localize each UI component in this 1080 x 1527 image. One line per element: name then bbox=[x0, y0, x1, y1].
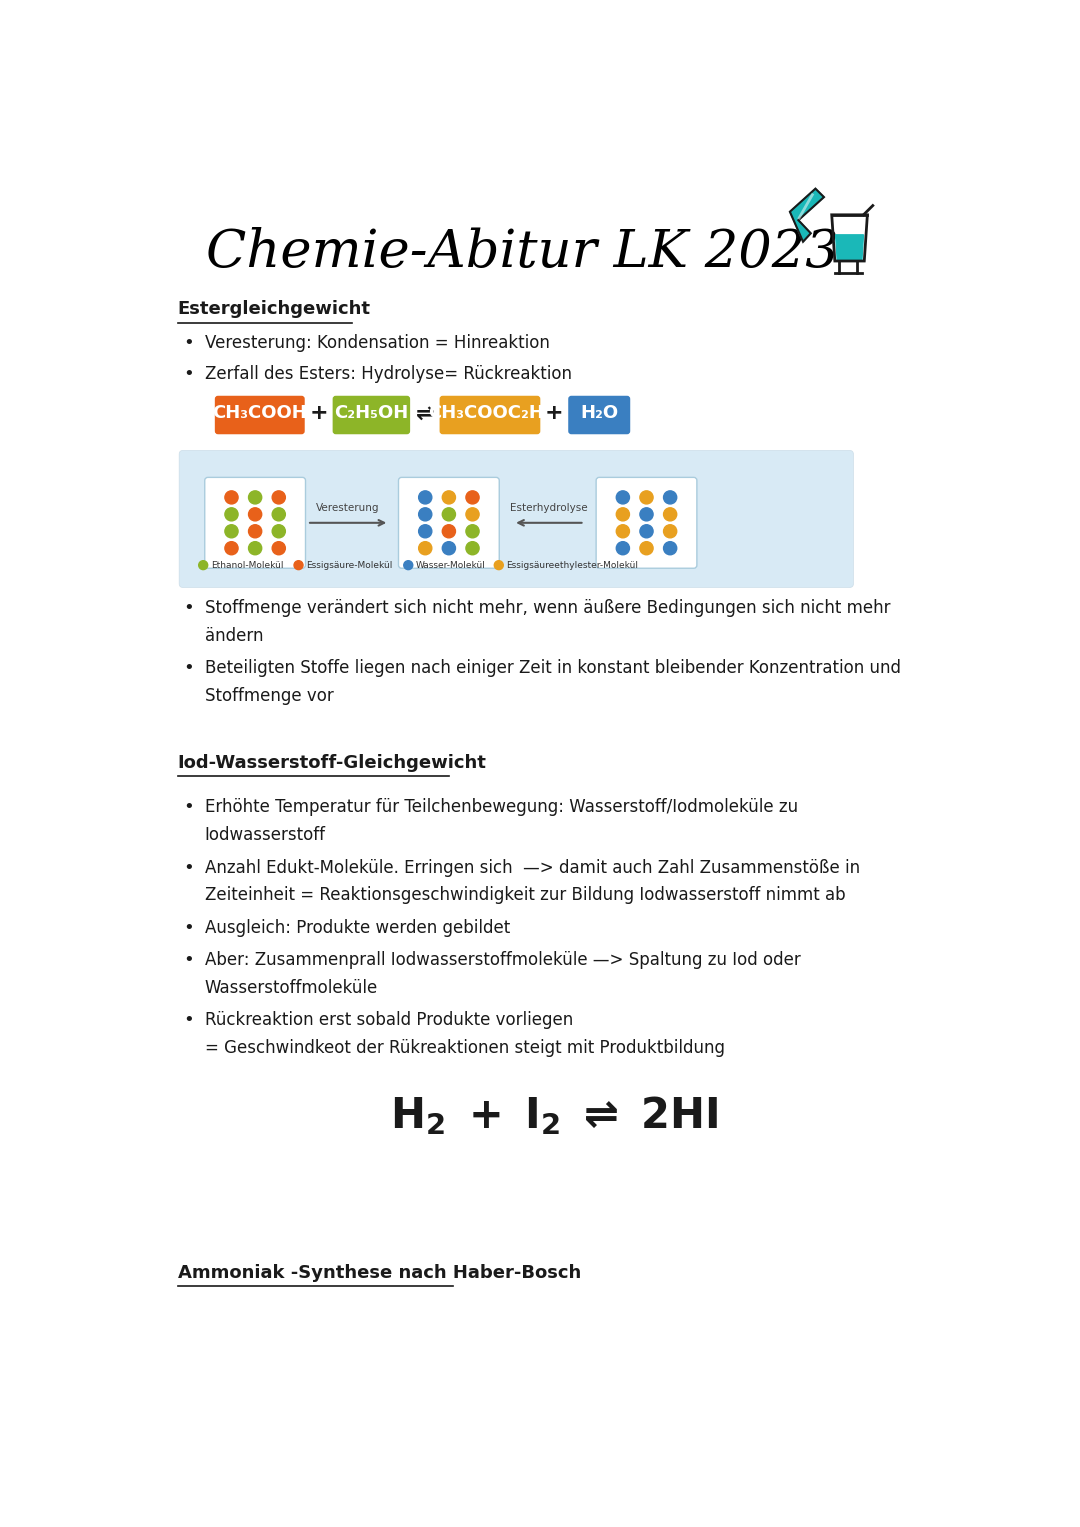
Text: Erhöhte Temperatur für Teilchenbewegung: Wasserstoff/Iodmoleküle zu: Erhöhte Temperatur für Teilchenbewegung:… bbox=[205, 799, 798, 817]
Text: •: • bbox=[183, 334, 193, 353]
Circle shape bbox=[248, 490, 261, 504]
Text: Estergleichgewicht: Estergleichgewicht bbox=[177, 301, 370, 318]
Circle shape bbox=[640, 490, 653, 504]
Text: Esterhydrolyse: Esterhydrolyse bbox=[510, 502, 588, 513]
Circle shape bbox=[495, 560, 503, 570]
Circle shape bbox=[443, 525, 456, 538]
Circle shape bbox=[443, 508, 456, 521]
Text: •: • bbox=[183, 1011, 193, 1029]
Circle shape bbox=[640, 525, 653, 538]
Circle shape bbox=[617, 525, 630, 538]
Text: Veresterung: Kondensation = Hinreaktion: Veresterung: Kondensation = Hinreaktion bbox=[205, 334, 550, 353]
Circle shape bbox=[443, 542, 456, 554]
Circle shape bbox=[663, 525, 677, 538]
Text: Beteiligten Stoffe liegen nach einiger Zeit in konstant bleibender Konzentration: Beteiligten Stoffe liegen nach einiger Z… bbox=[205, 660, 901, 676]
Circle shape bbox=[404, 560, 413, 570]
Circle shape bbox=[465, 508, 480, 521]
Text: Iodwasserstoff: Iodwasserstoff bbox=[205, 826, 326, 844]
Text: Aber: Zusammenprall Iodwasserstoffmoleküle —> Spaltung zu Iod oder: Aber: Zusammenprall Iodwasserstoffmolekü… bbox=[205, 951, 800, 970]
FancyBboxPatch shape bbox=[568, 395, 631, 434]
Text: Ausgleich: Produkte werden gebildet: Ausgleich: Produkte werden gebildet bbox=[205, 919, 510, 936]
Circle shape bbox=[419, 490, 432, 504]
Circle shape bbox=[443, 490, 456, 504]
Circle shape bbox=[199, 560, 207, 570]
Text: •: • bbox=[183, 951, 193, 970]
Text: Wasser-Molekül: Wasser-Molekül bbox=[416, 560, 486, 570]
Text: ⇌: ⇌ bbox=[416, 403, 434, 423]
Circle shape bbox=[272, 542, 285, 554]
Text: •: • bbox=[183, 858, 193, 876]
Circle shape bbox=[640, 508, 653, 521]
Circle shape bbox=[225, 542, 238, 554]
Circle shape bbox=[663, 542, 677, 554]
Text: Iod-Wasserstoff-Gleichgewicht: Iod-Wasserstoff-Gleichgewicht bbox=[177, 754, 486, 771]
Text: C₂H₅OH: C₂H₅OH bbox=[334, 405, 408, 423]
Circle shape bbox=[640, 542, 653, 554]
Text: •: • bbox=[183, 365, 193, 383]
Text: $\mathbf{H_2 \ + \ I_2 \ \rightleftharpoons \ 2HI}$: $\mathbf{H_2 \ + \ I_2 \ \rightleftharpo… bbox=[390, 1095, 717, 1138]
Text: Anzahl Edukt-Moleküle. Erringen sich  —> damit auch Zahl Zusammenstöße in: Anzahl Edukt-Moleküle. Erringen sich —> … bbox=[205, 858, 860, 876]
Polygon shape bbox=[789, 189, 824, 241]
Text: = Geschwindkeot der Rükreaktionen steigt mit Produktbildung: = Geschwindkeot der Rükreaktionen steigt… bbox=[205, 1038, 725, 1057]
Text: Essigsäure-Molekül: Essigsäure-Molekül bbox=[307, 560, 393, 570]
Text: Wasserstoffmoleküle: Wasserstoffmoleküle bbox=[205, 979, 378, 997]
Circle shape bbox=[465, 525, 480, 538]
Circle shape bbox=[225, 508, 238, 521]
Circle shape bbox=[419, 508, 432, 521]
Circle shape bbox=[225, 525, 238, 538]
Text: •: • bbox=[183, 919, 193, 936]
Text: Essigsäureethylester-Molekül: Essigsäureethylester-Molekül bbox=[507, 560, 638, 570]
FancyBboxPatch shape bbox=[179, 450, 853, 588]
Text: Stoffmenge vor: Stoffmenge vor bbox=[205, 687, 334, 705]
Circle shape bbox=[225, 490, 238, 504]
Text: •: • bbox=[183, 599, 193, 617]
Circle shape bbox=[663, 508, 677, 521]
Text: H₂O: H₂O bbox=[580, 405, 618, 423]
Text: +: + bbox=[309, 403, 328, 423]
FancyBboxPatch shape bbox=[399, 478, 499, 568]
Polygon shape bbox=[836, 235, 864, 260]
Text: Veresterung: Veresterung bbox=[316, 502, 380, 513]
Text: •: • bbox=[183, 660, 193, 676]
Text: ändern: ändern bbox=[205, 626, 264, 644]
Circle shape bbox=[465, 490, 480, 504]
Circle shape bbox=[617, 542, 630, 554]
FancyBboxPatch shape bbox=[215, 395, 305, 434]
Circle shape bbox=[272, 490, 285, 504]
Text: •: • bbox=[183, 799, 193, 817]
Text: CH₃COOH: CH₃COOH bbox=[213, 405, 307, 423]
Circle shape bbox=[272, 525, 285, 538]
Circle shape bbox=[248, 525, 261, 538]
Text: Zeiteinheit = Reaktionsgeschwindigkeit zur Bildung Iodwasserstoff nimmt ab: Zeiteinheit = Reaktionsgeschwindigkeit z… bbox=[205, 886, 846, 904]
Text: Stoffmenge verändert sich nicht mehr, wenn äußere Bedingungen sich nicht mehr: Stoffmenge verändert sich nicht mehr, we… bbox=[205, 599, 890, 617]
Circle shape bbox=[419, 525, 432, 538]
Text: Rückreaktion erst sobald Produkte vorliegen: Rückreaktion erst sobald Produkte vorlie… bbox=[205, 1011, 573, 1029]
Circle shape bbox=[419, 542, 432, 554]
Circle shape bbox=[617, 490, 630, 504]
Text: +: + bbox=[545, 403, 564, 423]
Circle shape bbox=[248, 542, 261, 554]
Text: Zerfall des Esters: Hydrolyse= Rückreaktion: Zerfall des Esters: Hydrolyse= Rückreakt… bbox=[205, 365, 571, 383]
Text: Ammoniak -Synthese nach Haber-Bosch: Ammoniak -Synthese nach Haber-Bosch bbox=[177, 1263, 581, 1281]
Text: Chemie-Abitur LK 2023: Chemie-Abitur LK 2023 bbox=[206, 228, 839, 278]
FancyBboxPatch shape bbox=[333, 395, 410, 434]
Circle shape bbox=[294, 560, 303, 570]
FancyBboxPatch shape bbox=[440, 395, 540, 434]
Text: Ethanol-Molekül: Ethanol-Molekül bbox=[211, 560, 283, 570]
Text: CH₃COOC₂H₅: CH₃COOC₂H₅ bbox=[428, 405, 552, 423]
FancyBboxPatch shape bbox=[205, 478, 306, 568]
Circle shape bbox=[465, 542, 480, 554]
Circle shape bbox=[272, 508, 285, 521]
FancyBboxPatch shape bbox=[596, 478, 697, 568]
Circle shape bbox=[248, 508, 261, 521]
Circle shape bbox=[617, 508, 630, 521]
Circle shape bbox=[663, 490, 677, 504]
